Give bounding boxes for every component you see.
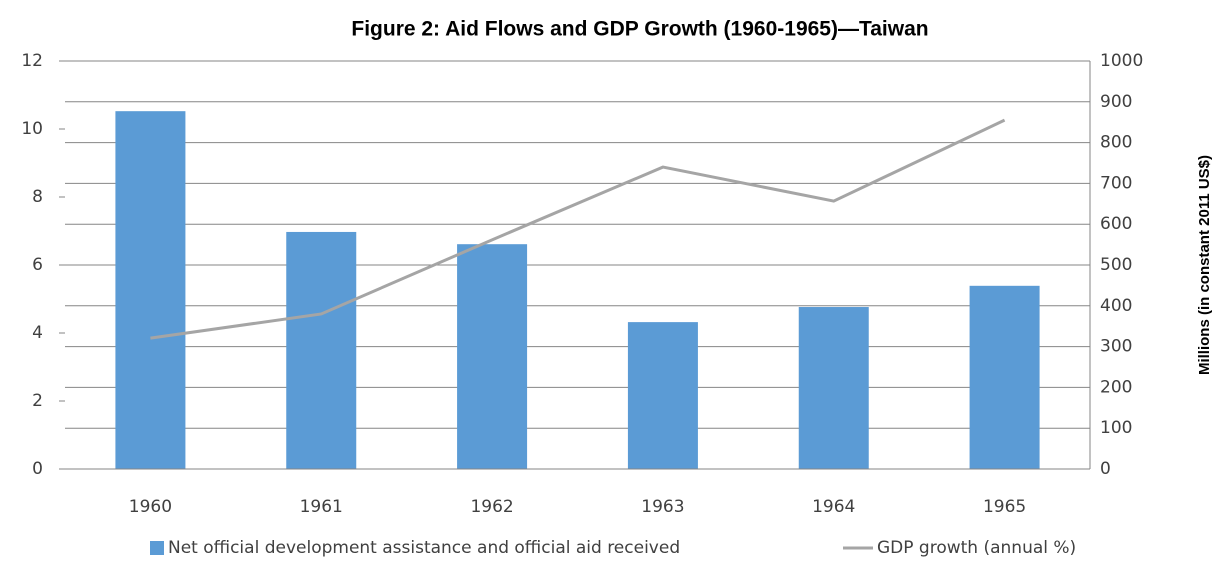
x-tick-label: 1962 xyxy=(470,497,513,517)
legend-label: GDP growth (annual %) xyxy=(877,538,1076,558)
y-tick-label: 0 xyxy=(32,459,43,479)
bar xyxy=(286,231,357,469)
bar xyxy=(457,244,528,469)
y-tick-label: 2 xyxy=(32,391,43,411)
y2-tick-label: 500 xyxy=(1100,255,1132,275)
bar xyxy=(115,111,186,470)
y-tick-label: 4 xyxy=(32,323,43,343)
y2-axis-label: Millions (in constant 2011 US$) xyxy=(1196,155,1213,375)
y-tick-label: 12 xyxy=(21,51,43,71)
chart-title: Figure 2: Aid Flows and GDP Growth (1960… xyxy=(351,18,928,41)
bar xyxy=(627,322,698,469)
y2-tick-label: 1000 xyxy=(1100,51,1143,71)
y2-tick-label: 700 xyxy=(1100,173,1132,193)
x-tick-label: 1964 xyxy=(812,497,855,517)
legend-label: Net official development assistance and … xyxy=(168,538,680,558)
y2-tick-label: 400 xyxy=(1100,296,1132,316)
y2-tick-label: 800 xyxy=(1100,133,1132,153)
bar xyxy=(969,285,1040,469)
x-tick-label: 1965 xyxy=(983,497,1026,517)
y2-tick-label: 100 xyxy=(1100,418,1132,438)
y2-tick-label: 900 xyxy=(1100,92,1132,112)
y-tick-label: 10 xyxy=(21,119,43,139)
bar xyxy=(798,307,869,469)
x-tick-label: 1960 xyxy=(129,497,172,517)
y-tick-label: 6 xyxy=(32,255,43,275)
y2-tick-label: 300 xyxy=(1100,337,1132,357)
y2-tick-label: 600 xyxy=(1100,214,1132,234)
legend-swatch xyxy=(150,541,164,555)
line xyxy=(150,118,1006,340)
x-tick-label: 1963 xyxy=(641,497,684,517)
y2-tick-label: 200 xyxy=(1100,377,1132,397)
y2-tick-label: 0 xyxy=(1100,459,1111,479)
x-tick-label: 1961 xyxy=(300,497,343,517)
y-tick-label: 8 xyxy=(32,187,43,207)
